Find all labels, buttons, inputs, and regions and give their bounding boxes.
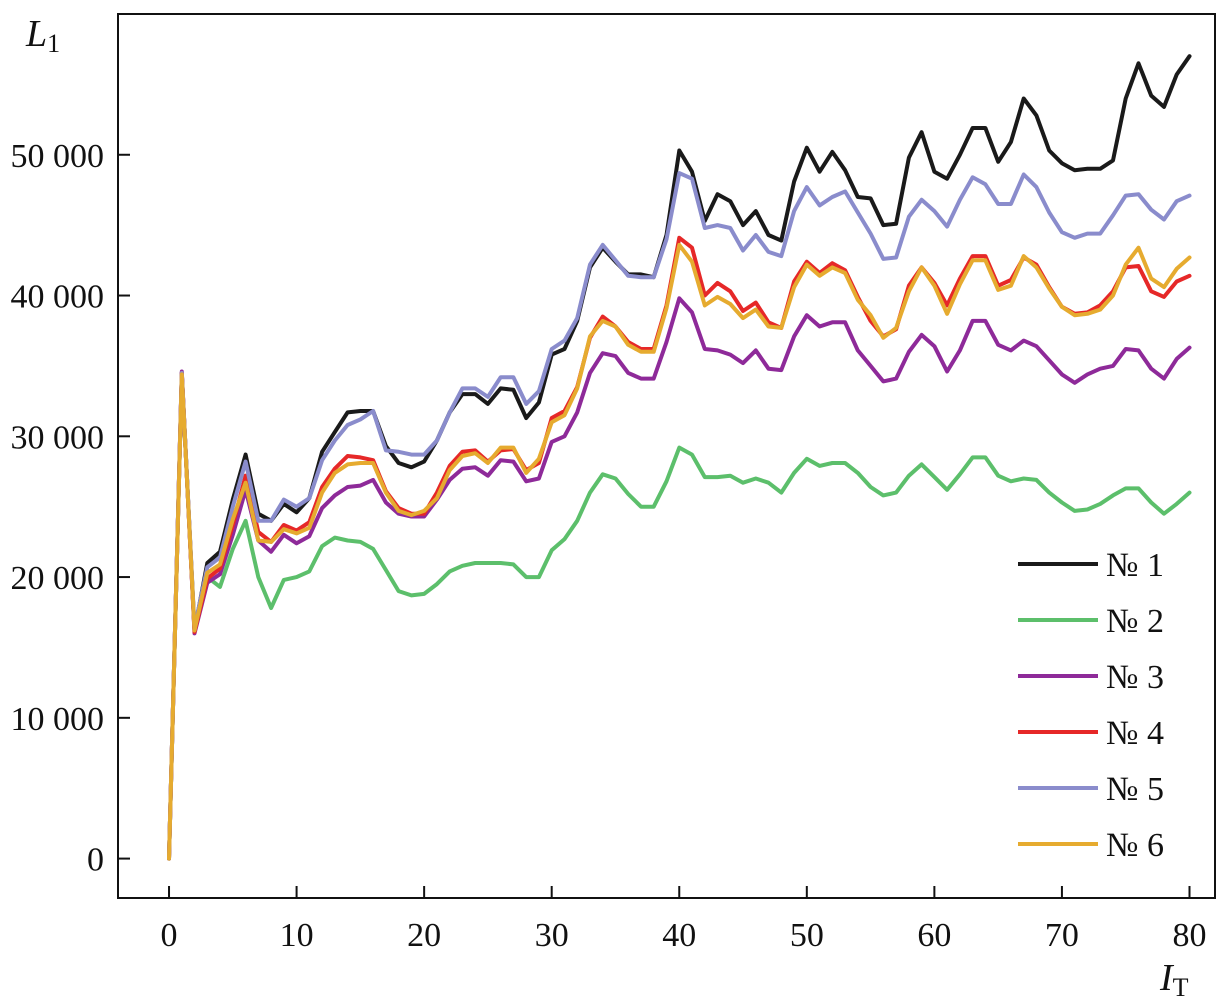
y-tick-label: 10 000 (11, 701, 105, 738)
y-tick-label: 20 000 (11, 560, 105, 597)
y-tick-label: 0 (87, 842, 104, 879)
x-tick-label: 10 (280, 917, 314, 954)
series-line-2 (167, 372, 1192, 861)
x-tick-label: 80 (1172, 917, 1206, 954)
series-line-1 (167, 54, 1192, 861)
x-axis-ticks: 0 10 20 30 40 50 60 70 80 (161, 886, 1206, 954)
legend-label-6: № 6 (1106, 827, 1164, 864)
plot-frame (117, 13, 1216, 899)
y-axis-ticks: 0 10 000 20 000 30 000 40 000 50 000 (11, 138, 130, 879)
x-tick-label: 50 (790, 917, 824, 954)
y-tick-label: 40 000 (11, 279, 105, 316)
series-layer (167, 54, 1192, 861)
x-axis-title: IT (1159, 957, 1189, 1002)
y-axis-title: L1 (25, 13, 60, 58)
x-tick-label: 70 (1045, 917, 1079, 954)
x-tick-label: 20 (407, 917, 441, 954)
x-tick-label: 30 (535, 917, 569, 954)
y-tick-label: 50 000 (11, 138, 105, 175)
legend-label-5: № 5 (1106, 771, 1164, 808)
series-line-5 (167, 171, 1192, 861)
legend-label-1: № 1 (1106, 547, 1164, 584)
x-tick-label: 0 (161, 917, 178, 954)
series-line-6 (167, 242, 1192, 861)
x-tick-label: 60 (917, 917, 951, 954)
x-tick-label: 40 (662, 917, 696, 954)
series-line-3 (167, 296, 1192, 861)
y-tick-label: 30 000 (11, 419, 105, 456)
legend: № 1 № 2 № 3 № 4 № 5 № 6 (1018, 547, 1164, 864)
legend-label-4: № 4 (1106, 715, 1164, 752)
legend-label-3: № 3 (1106, 659, 1164, 696)
legend-label-2: № 2 (1106, 603, 1164, 640)
